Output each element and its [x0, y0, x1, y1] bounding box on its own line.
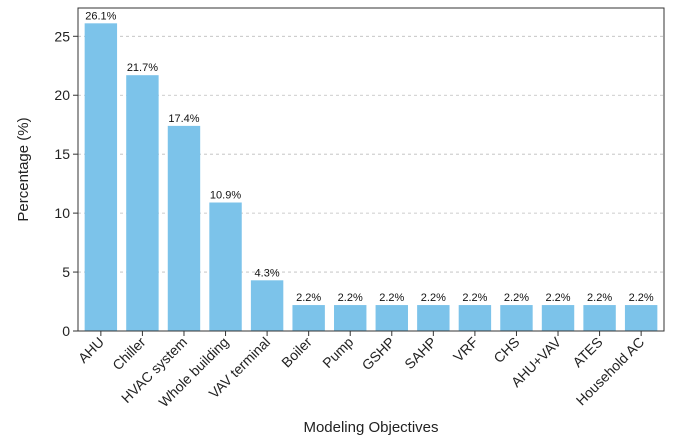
data-label: 17.4%: [168, 113, 199, 125]
y-tick-label: 0: [62, 323, 70, 339]
bar: [167, 125, 201, 331]
x-axis-title: Modeling Objectives: [303, 419, 438, 436]
data-labels: 26.1% 21.7% 17.4% 10.9% 4.3% 2.2% 2.2% 2.2% 2.2%…: [85, 10, 654, 304]
data-label: 10.9%: [210, 190, 241, 202]
data-label: 2.2%: [629, 292, 654, 304]
bar: [84, 23, 118, 331]
bar: [541, 305, 575, 331]
y-tick-label: 15: [54, 146, 70, 162]
data-label: 26.1%: [85, 10, 116, 22]
bar: [583, 305, 616, 331]
data-label: 2.2%: [545, 292, 570, 304]
bar: [209, 202, 242, 331]
y-axis-title: Percentage (%): [15, 117, 32, 221]
bar: [292, 305, 325, 331]
data-label: 2.2%: [462, 292, 487, 304]
bar: [250, 280, 284, 331]
y-tick-label: 10: [54, 205, 70, 221]
bar: [126, 75, 159, 332]
bar: [375, 305, 408, 331]
data-label: 2.2%: [379, 292, 404, 304]
y-tick-label: 25: [54, 28, 70, 44]
y-tick-label: 5: [62, 264, 70, 280]
bar: [417, 305, 450, 331]
data-label: 2.2%: [587, 292, 612, 304]
y-tick-label: 20: [54, 87, 70, 103]
bar: [500, 305, 533, 331]
data-label: 21.7%: [127, 62, 158, 74]
bar: [334, 305, 367, 331]
data-label: 2.2%: [504, 292, 529, 304]
bar: [624, 305, 658, 331]
data-label: 2.2%: [421, 292, 446, 304]
data-label: 2.2%: [296, 292, 321, 304]
data-label: 2.2%: [338, 292, 363, 304]
bars: [84, 23, 658, 332]
y-axis: 0 5 10 15 20 25: [54, 28, 78, 339]
bar: [458, 305, 492, 331]
plot-frame: [77, 7, 665, 332]
data-label: 4.3%: [255, 267, 280, 279]
